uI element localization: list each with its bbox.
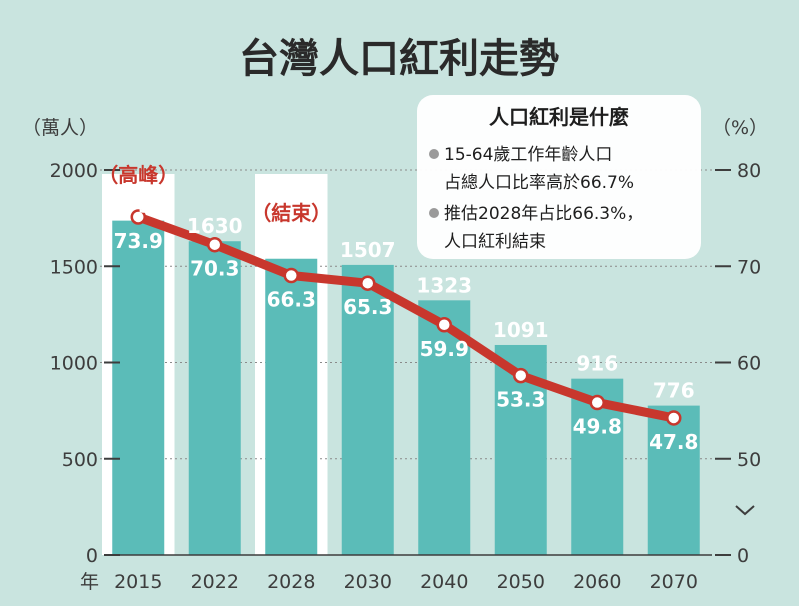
- data-labels: 1737 1630 1539 1507 1323 1091 916 776 73.9 70.3 66…: [110, 194, 698, 454]
- left-tick-label: 0: [86, 545, 98, 567]
- x-tick-label: 2022: [191, 571, 239, 593]
- chart-title: 台灣人口紅利走勢: [239, 36, 559, 82]
- annotation-2015: （高峰）: [98, 163, 178, 187]
- pct-value-label: 53.3: [496, 388, 545, 412]
- bar-value-label: 1630: [187, 214, 243, 238]
- right-tick-label: 60: [737, 353, 761, 375]
- bar-2022: [188, 241, 241, 555]
- x-tick-label: 2028: [267, 571, 315, 593]
- right-tick-label: 80: [737, 160, 761, 182]
- pct-value-label: 49.8: [573, 415, 622, 439]
- right-axis-unit: （%）: [712, 117, 768, 139]
- left-axis-unit: （萬人）: [22, 117, 98, 139]
- note-title: 人口紅利是什麼: [489, 105, 629, 129]
- bar-2015: [112, 220, 165, 555]
- line-point-2028: [283, 267, 299, 284]
- pct-value-label: 65.3: [343, 295, 392, 319]
- note-box: 人口紅利是什麼 15-64歲工作年齡人口 占總人口比率高於66.7% 推估202…: [417, 95, 701, 259]
- bar-value-label: 776: [653, 379, 695, 403]
- pct-value-label: 70.3: [190, 257, 239, 281]
- right-tick-label: 0: [737, 545, 749, 567]
- axes: 0 500 1000 1500 2000 0 50 60 70 80 2015 2022 2028 203…: [50, 160, 762, 593]
- bar-2070: [647, 405, 700, 555]
- pct-value-label: 73.9: [114, 229, 163, 253]
- line-point-2050: [513, 367, 529, 384]
- line-point-2022: [207, 236, 223, 253]
- left-tick-label: 1500: [50, 256, 98, 278]
- bar-value-label: 916: [576, 352, 618, 376]
- bar-2030: [341, 264, 394, 555]
- x-tick-label: 2015: [114, 571, 162, 593]
- bar-value-label: 1091: [493, 318, 549, 342]
- line-point-2030: [360, 275, 376, 291]
- note-line-2: 占總人口比率高於66.7%: [444, 173, 634, 193]
- x-tick-label: 2030: [344, 571, 392, 593]
- bar-2040: [418, 300, 471, 555]
- note-line-3: 推估2028年占比66.3%，: [444, 204, 643, 224]
- pct-value-label: 66.3: [267, 287, 316, 311]
- annotations: （高峰） （結束）: [98, 163, 331, 225]
- x-tick-label: 2040: [420, 571, 468, 593]
- line-point-2070: [666, 410, 682, 426]
- annotation-2028: （結束）: [251, 201, 331, 225]
- left-tick-label: 500: [62, 449, 98, 471]
- x-tick-label: 2050: [497, 571, 545, 593]
- bar-value-label: 1737: [110, 194, 166, 218]
- bar-value-label: 1323: [416, 273, 472, 297]
- line-series: [130, 209, 682, 426]
- x-tick-label: 2070: [650, 571, 698, 593]
- x-tick-label: 2060: [573, 571, 621, 593]
- line-point-2060: [589, 394, 605, 411]
- note-bullet-icon: [429, 208, 439, 218]
- axis-break-icon: [735, 505, 755, 516]
- line-point-2040: [436, 317, 452, 333]
- line-series-path: [133, 212, 679, 423]
- pct-value-label: 59.9: [420, 337, 469, 361]
- note-line-4: 人口紅利結束: [444, 232, 546, 252]
- note-line-1: 15-64歲工作年齡人口: [444, 145, 612, 165]
- left-tick-label: 2000: [50, 160, 98, 182]
- line-point-2015: [130, 209, 146, 225]
- right-tick-label: 50: [737, 449, 761, 471]
- bar-value-label: 1539: [263, 232, 319, 256]
- x-axis-unit: 年: [80, 571, 99, 593]
- note-bullet-icon: [429, 149, 439, 159]
- bar-value-label: 1507: [340, 238, 396, 262]
- right-tick-label: 70: [737, 256, 761, 278]
- bar-series: [112, 220, 700, 555]
- pct-value-label: 47.8: [649, 430, 698, 454]
- left-tick-label: 1000: [50, 353, 98, 375]
- bar-2028: [265, 258, 318, 555]
